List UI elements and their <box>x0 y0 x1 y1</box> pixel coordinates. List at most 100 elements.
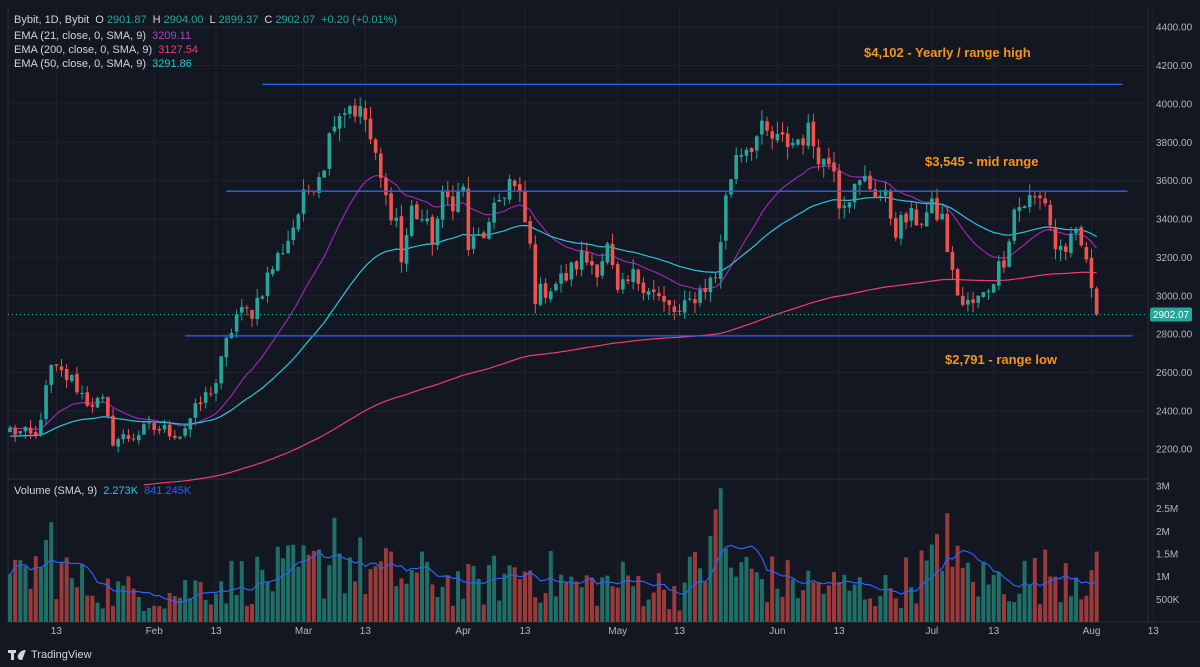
candle-body <box>1094 288 1099 315</box>
volume-bar <box>1048 576 1053 622</box>
symbol-legend: Bybit, 1D, Bybit O 2901.87 H 2904.00 L 2899… <box>14 14 400 26</box>
candle-body <box>523 191 527 223</box>
time-tick-label: May <box>608 626 627 637</box>
time-tick-label: Feb <box>146 626 164 637</box>
close-value: 2902.07 <box>275 14 316 26</box>
volume-axis: 500K 1M 1.5M 2M 2.5M 3M <box>1156 482 1180 606</box>
volume-bar <box>172 596 177 622</box>
candle-body <box>672 306 677 312</box>
volume-bar <box>214 593 218 622</box>
candle-body <box>724 195 728 241</box>
candle-body <box>507 178 512 200</box>
candle-body <box>785 133 790 147</box>
volume-bar <box>301 545 306 622</box>
candle-body <box>1033 196 1037 198</box>
candle-body <box>373 139 378 153</box>
volume-bar <box>1068 596 1073 622</box>
candle-body <box>662 296 666 302</box>
volume-bar <box>1007 601 1012 622</box>
volume-bar <box>996 572 1001 622</box>
candle-body <box>415 204 419 220</box>
volume-bar <box>1038 604 1042 622</box>
candle-body <box>152 423 156 431</box>
tradingview-logo[interactable]: TradingView <box>8 649 92 661</box>
volume-bar <box>651 592 656 622</box>
candle-body <box>703 288 708 293</box>
ema21-legend[interactable]: EMA (21, close, 0, SMA, 9) 3209.11 <box>14 30 194 42</box>
volume-bar <box>69 578 74 622</box>
volume-bar <box>373 566 378 622</box>
price-tick-label: 4400.00 <box>1156 23 1193 34</box>
candle-body <box>775 133 780 141</box>
candle-body <box>1038 195 1042 199</box>
volume-bar <box>481 604 486 622</box>
volume-bar <box>842 574 847 622</box>
volume-bar <box>662 589 667 622</box>
candle-body <box>837 170 841 209</box>
candle-body <box>590 261 594 266</box>
candle-body <box>554 283 558 291</box>
volume-bar <box>749 568 754 622</box>
volume-bar <box>806 570 811 622</box>
volume-bar <box>157 606 162 622</box>
candle-body <box>49 365 53 386</box>
volume-bar <box>147 607 152 622</box>
volume-bar <box>785 560 790 622</box>
volume-bar <box>1043 549 1048 622</box>
ema200-legend[interactable]: EMA (200, close, 0, SMA, 9) 3127.54 <box>14 44 201 56</box>
volume-bar <box>126 576 131 622</box>
volume-bar <box>553 596 558 622</box>
volume-bar <box>945 513 950 622</box>
volume-bar <box>692 551 697 622</box>
candle-body <box>1079 227 1083 246</box>
volume-bar <box>286 545 291 622</box>
candle-body <box>713 277 718 279</box>
volume-bar <box>672 585 677 622</box>
time-tick-label: Jul <box>925 626 938 637</box>
volume-bar <box>543 593 548 622</box>
volume-bar <box>461 598 466 622</box>
candle-body <box>440 190 445 220</box>
candle-body <box>559 273 563 284</box>
volume-bar <box>440 586 445 622</box>
volume-legend[interactable]: Volume (SMA, 9) 2.273K 841.245K <box>14 485 194 497</box>
price-tick-label: 4200.00 <box>1156 61 1193 72</box>
ema21-value: 3209.11 <box>152 30 192 42</box>
volume-bar <box>579 587 584 622</box>
candle-body <box>33 432 38 436</box>
candle-body <box>188 418 193 430</box>
candle-body <box>214 383 218 394</box>
volume-bar <box>538 602 543 622</box>
volume-bar <box>358 537 363 622</box>
volume-bar <box>476 578 481 622</box>
candle-body <box>945 213 950 253</box>
volume-bar <box>342 593 347 622</box>
ema50-legend[interactable]: EMA (50, close, 0, SMA, 9) 3291.86 <box>14 58 195 70</box>
price-tick-label: 3400.00 <box>1156 215 1193 226</box>
candle-body <box>1053 227 1058 250</box>
candle-body <box>90 404 95 407</box>
volume-bar <box>1032 557 1037 622</box>
candle-body <box>940 213 944 220</box>
volume-bar <box>929 544 934 622</box>
time-tick-label: 13 <box>834 626 846 637</box>
candle-body <box>631 269 635 282</box>
volume-bar <box>121 585 126 622</box>
price-tick-label: 2400.00 <box>1156 406 1193 417</box>
candle-body <box>863 175 867 182</box>
volume-bar <box>177 597 182 622</box>
volume-bar <box>311 550 316 622</box>
volume-bar <box>631 586 636 622</box>
candle-body <box>646 291 651 295</box>
price-tick-label: 2600.00 <box>1156 368 1193 379</box>
volume-bar <box>28 588 33 622</box>
candle-body <box>1069 233 1073 253</box>
candle-body <box>1027 195 1032 207</box>
volume-bar <box>322 598 327 622</box>
volume-bar <box>739 562 744 622</box>
time-tick-label: 13 <box>1148 626 1160 637</box>
candle-body <box>111 415 115 446</box>
